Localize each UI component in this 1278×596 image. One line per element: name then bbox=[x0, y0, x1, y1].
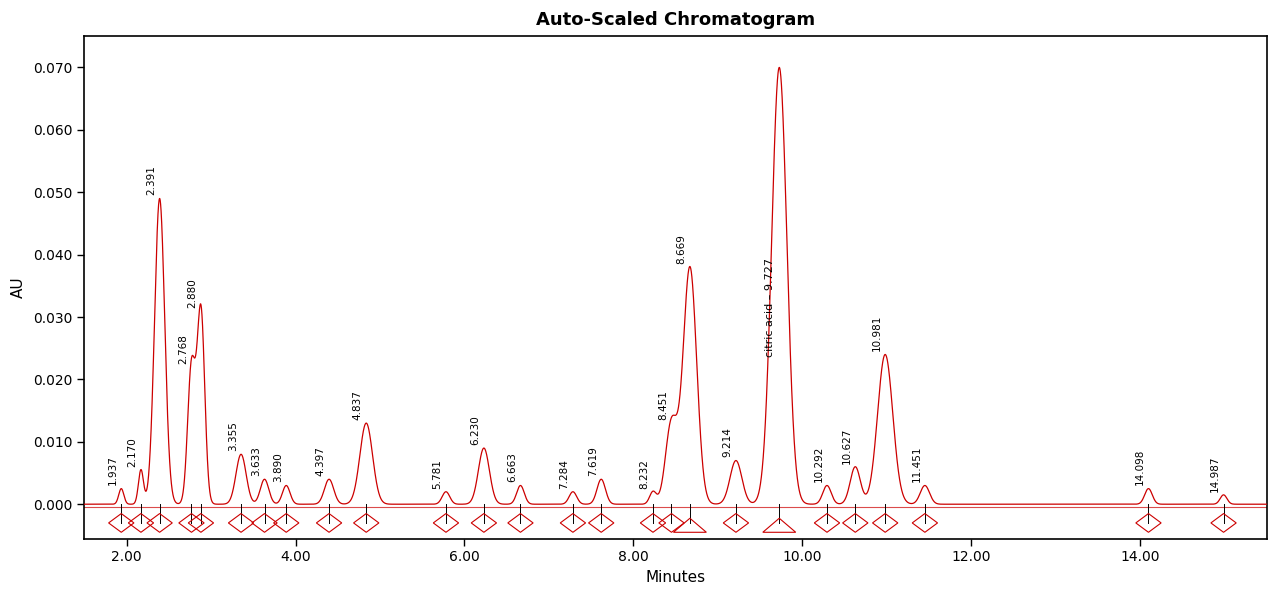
Text: 10.627: 10.627 bbox=[842, 427, 852, 464]
Text: 10.292: 10.292 bbox=[814, 446, 823, 482]
Text: 14.098: 14.098 bbox=[1135, 449, 1145, 486]
Text: 4.837: 4.837 bbox=[353, 390, 363, 420]
Text: 6.230: 6.230 bbox=[470, 415, 481, 445]
Text: 2.170: 2.170 bbox=[128, 437, 138, 467]
Text: 10.981: 10.981 bbox=[872, 315, 882, 351]
Text: 5.781: 5.781 bbox=[432, 459, 442, 489]
Text: 6.663: 6.663 bbox=[507, 452, 518, 482]
Text: 14.987: 14.987 bbox=[1210, 455, 1220, 492]
Text: 11.451: 11.451 bbox=[911, 446, 921, 482]
Text: 8.451: 8.451 bbox=[658, 390, 668, 420]
Y-axis label: AU: AU bbox=[12, 277, 26, 298]
Text: 2.391: 2.391 bbox=[146, 166, 156, 195]
Text: 3.890: 3.890 bbox=[273, 452, 282, 482]
Text: citric acid – 9.727: citric acid – 9.727 bbox=[766, 258, 774, 357]
Text: 7.619: 7.619 bbox=[588, 446, 598, 476]
Title: Auto-Scaled Chromatogram: Auto-Scaled Chromatogram bbox=[535, 11, 815, 29]
Text: 3.355: 3.355 bbox=[227, 421, 238, 451]
Text: 3.633: 3.633 bbox=[252, 446, 261, 476]
Text: 8.232: 8.232 bbox=[639, 459, 649, 489]
Text: 4.397: 4.397 bbox=[316, 446, 326, 476]
X-axis label: Minutes: Minutes bbox=[645, 570, 705, 585]
Text: 2.880: 2.880 bbox=[188, 278, 198, 308]
Text: 7.284: 7.284 bbox=[560, 459, 570, 489]
Text: 9.214: 9.214 bbox=[722, 427, 732, 457]
Text: 8.669: 8.669 bbox=[676, 234, 686, 264]
Text: 2.768: 2.768 bbox=[178, 334, 188, 364]
Text: 1.937: 1.937 bbox=[107, 455, 118, 486]
